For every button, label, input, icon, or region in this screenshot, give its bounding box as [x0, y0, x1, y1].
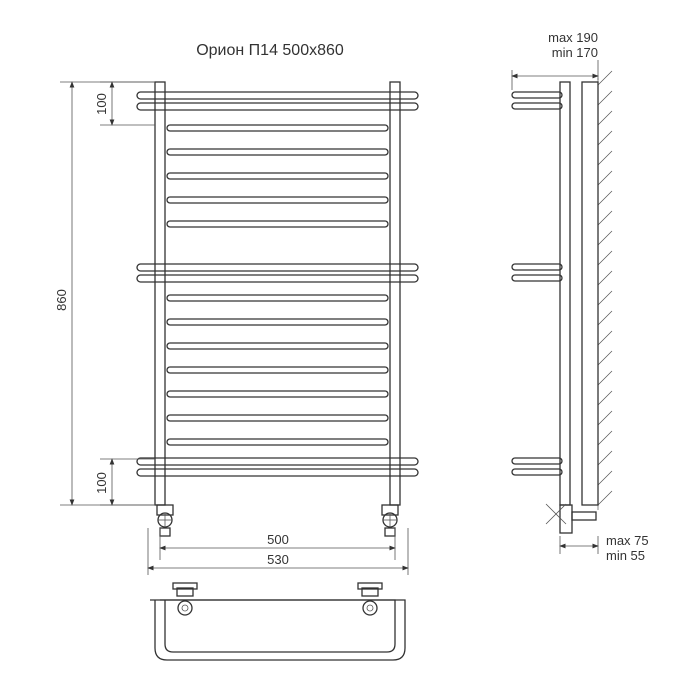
rung: [137, 92, 418, 99]
rung: [167, 367, 388, 373]
front-view: [137, 82, 418, 536]
title: Орион П14 500х860: [196, 42, 344, 59]
rung: [137, 275, 418, 282]
rung: [167, 343, 388, 349]
side-view: [512, 71, 612, 533]
dim-mount-max: max 75: [606, 533, 649, 548]
dim-top-gap: 100: [94, 93, 109, 115]
dim-height: 860: [54, 289, 69, 311]
rung: [167, 391, 388, 397]
dim-bottom-gap: 100: [94, 472, 109, 494]
rung: [167, 149, 388, 155]
rung: [167, 173, 388, 179]
dim-inner-width: 500: [267, 532, 289, 547]
rung: [167, 415, 388, 421]
rung: [137, 264, 418, 271]
rung: [167, 221, 388, 227]
dim-depth-min: min 170: [552, 45, 598, 60]
dim-depth-max: max 190: [548, 30, 598, 45]
rung: [137, 458, 418, 465]
dim-mount-min: min 55: [606, 548, 645, 563]
rung: [137, 103, 418, 110]
rung: [167, 295, 388, 301]
top-view: [150, 583, 405, 660]
dim-outer-width: 530: [267, 552, 289, 567]
rung: [167, 319, 388, 325]
rung: [137, 469, 418, 476]
rung: [167, 197, 388, 203]
rung: [167, 439, 388, 445]
rung: [167, 125, 388, 131]
